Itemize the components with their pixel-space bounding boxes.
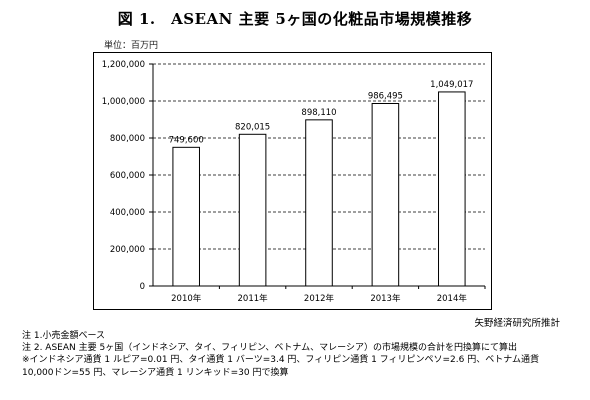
y-tick-label: 1,000,000 <box>102 97 145 107</box>
note-line: 注 2. ASEAN 主要 5ヶ国（インドネシア、タイ、フィリピン、ベトナム、マ… <box>22 343 517 354</box>
x-tick-label: 2013年 <box>370 293 401 304</box>
y-tick-label: 0 <box>140 282 145 292</box>
chart-title: 図 1. ASEAN 主要 5ヶ国の化粧品市場規模推移 <box>117 10 473 28</box>
y-tick-label: 600,000 <box>110 171 145 181</box>
chart-frame <box>93 52 492 310</box>
data-label: 820,015 <box>235 122 270 132</box>
note-line: 10,000ドン=55 円、マレーシア通貨 1 リンキッド=30 円で換算 <box>22 367 289 378</box>
y-tick-label: 400,000 <box>110 208 145 218</box>
y-tick-label: 800,000 <box>110 134 145 144</box>
y-tick-label: 200,000 <box>110 245 145 255</box>
bar-chart: 0 200,000 400,000 600,000 800,000 1,000,000 1,… <box>102 60 486 304</box>
data-label: 986,495 <box>368 91 403 101</box>
bar <box>172 146 200 287</box>
x-tick-label: 2014年 <box>437 293 468 304</box>
data-label: 898,110 <box>301 108 336 118</box>
bar <box>438 91 466 287</box>
data-label: 749,600 <box>169 135 204 145</box>
note-line: ※インドネシア通貨 1 ルピア=0.01 円、タイ通貨 1 バーツ=3.4 円、… <box>22 355 539 366</box>
x-tick-label: 2012年 <box>304 293 335 304</box>
x-tick-label: 2010年 <box>171 293 202 304</box>
note-line: 注 1.小売金額ベース <box>22 331 105 341</box>
x-tick-label: 2011年 <box>238 293 269 304</box>
y-tick-label: 1,200,000 <box>102 60 145 70</box>
source-label: 矢野経済研究所推計 <box>474 318 560 329</box>
bar <box>238 133 267 287</box>
data-label: 1,049,017 <box>430 80 473 90</box>
unit-label: 単位：百万円 <box>104 41 159 51</box>
bar <box>305 119 333 287</box>
bar <box>371 102 400 287</box>
notes: 注 1.小売金額ベース 注 2. ASEAN 主要 5ヶ国（インドネシア、タイ、… <box>22 330 582 379</box>
